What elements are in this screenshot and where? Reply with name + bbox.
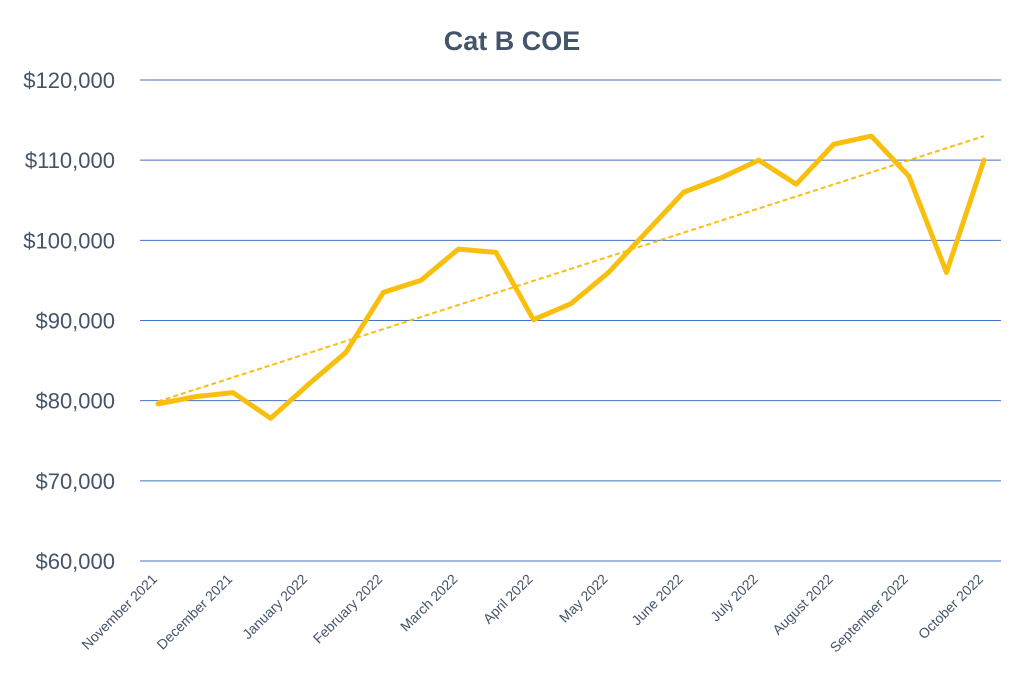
y-tick-label: $90,000 (35, 309, 115, 334)
x-tick-label: September 2022 (827, 571, 912, 656)
x-tick-label: June 2022 (628, 571, 686, 629)
x-tick-label: December 2021 (153, 571, 235, 653)
gridlines (140, 79, 1001, 562)
x-tick-label: August 2022 (769, 571, 836, 638)
x-tick-label: January 2022 (239, 571, 310, 642)
x-tick-label: November 2021 (78, 571, 160, 653)
y-tick-label: $100,000 (23, 228, 115, 253)
y-tick-label: $70,000 (35, 469, 115, 494)
y-tick-label: $120,000 (23, 68, 115, 93)
x-tick-label: February 2022 (310, 571, 386, 647)
y-tick-label: $60,000 (35, 549, 115, 574)
y-axis-ticks: $60,000 $70,000 $80,000 $90,000 $100,000 $110… (23, 68, 115, 574)
x-tick-label: April 2022 (480, 571, 536, 627)
x-tick-label: March 2022 (397, 571, 461, 635)
x-tick-label: October 2022 (915, 571, 986, 642)
trendline (157, 135, 985, 403)
trendline-layer (157, 135, 985, 403)
series-line (155, 133, 987, 421)
y-tick-label: $80,000 (35, 389, 115, 414)
x-tick-label: July 2022 (707, 571, 761, 625)
series-layer (155, 133, 987, 421)
y-tick-label: $110,000 (25, 148, 115, 173)
chart-title: Cat B COE (443, 26, 581, 56)
x-tick-label: May 2022 (556, 571, 611, 626)
